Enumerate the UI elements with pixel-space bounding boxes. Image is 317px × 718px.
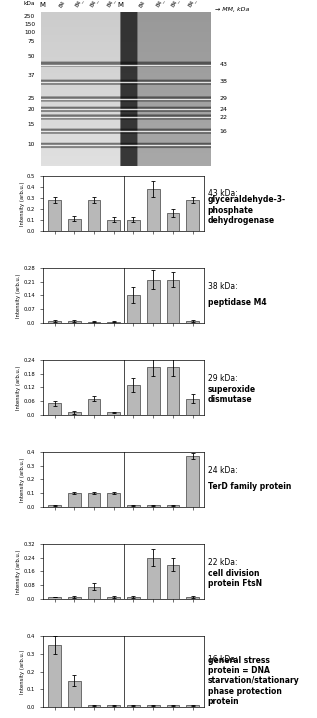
Text: 250: 250 [24,14,35,19]
Bar [48,200,61,230]
Text: 43: 43 [219,62,227,67]
Bar [186,200,199,230]
Bar [186,456,199,507]
Bar [68,681,81,707]
Text: general stress
protein = DNA
starvation/stationary
phase protection
protein: general stress protein = DNA starvation/… [208,656,299,707]
Text: 20: 20 [28,107,35,112]
Bar [68,493,81,507]
Text: 100: 100 [24,29,35,34]
Text: 38: 38 [219,79,227,84]
Bar [48,597,61,599]
Bar [107,493,120,507]
Text: TerD family protein: TerD family protein [208,482,291,491]
Bar [127,220,140,230]
Bar [166,213,179,230]
Text: M: M [40,2,46,9]
Bar [166,367,179,415]
Text: 43 kDa:: 43 kDa: [208,190,237,198]
Text: 38 kDa:: 38 kDa: [208,281,237,291]
Bar [127,706,140,707]
Text: → MM, kDa: → MM, kDa [215,7,249,12]
Bar [166,564,179,599]
Text: B4: B4 [138,0,146,9]
Text: 50: 50 [28,55,35,60]
Text: 15: 15 [28,122,35,127]
Y-axis label: Intensity (arb.u.): Intensity (arb.u.) [16,365,21,409]
Text: 22: 22 [219,115,227,120]
Y-axis label: Intensity (arb.u.): Intensity (arb.u.) [20,181,25,225]
Y-axis label: Intensity (arb.u.): Intensity (arb.u.) [16,273,21,317]
Text: peptidase M4: peptidase M4 [208,298,266,307]
Text: 25: 25 [28,96,35,101]
Bar [186,706,199,707]
Bar [127,385,140,415]
Y-axis label: Intensity (arb.u.): Intensity (arb.u.) [20,457,25,502]
Text: B4_Ca: B4_Ca [106,0,120,9]
Text: B4_Ur: B4_Ur [170,0,184,9]
Bar [147,367,160,415]
Bar [147,505,160,507]
Bar [127,597,140,599]
Bar [147,280,160,322]
Text: B4_CaUr: B4_CaUr [155,0,173,9]
Bar [127,295,140,322]
Text: 29: 29 [219,96,227,101]
Text: 10: 10 [28,142,35,147]
Bar [48,505,61,507]
Text: kDa: kDa [23,1,35,6]
Text: cell division
protein FtsN: cell division protein FtsN [208,569,262,588]
Bar [107,412,120,415]
Bar [87,200,100,230]
Bar [48,404,61,415]
Y-axis label: Intensity (arb.u.): Intensity (arb.u.) [16,549,21,594]
Bar [147,706,160,707]
Text: B4_CaUr: B4_CaUr [74,0,92,9]
Text: 150: 150 [24,22,35,27]
Bar [166,706,179,707]
Bar [107,220,120,230]
Text: B4_Ca: B4_Ca [187,0,202,9]
Bar [127,505,140,507]
Bar [186,597,199,599]
Bar [147,558,160,599]
Text: 16: 16 [219,129,227,134]
Text: 22 kDa:: 22 kDa: [208,558,237,567]
Bar [186,398,199,415]
Bar [48,645,61,707]
Text: 24: 24 [219,107,227,112]
Text: B4: B4 [58,0,66,9]
Text: glyceraldehyde-3-
phosphate
dehydrogenase: glyceraldehyde-3- phosphate dehydrogenas… [208,195,286,225]
Bar [87,706,100,707]
Bar [87,493,100,507]
Text: M: M [118,2,124,9]
Bar [186,321,199,322]
Bar [87,398,100,415]
Bar [48,321,61,322]
Bar [166,505,179,507]
Bar [147,189,160,230]
Y-axis label: Intensity (arb.u.): Intensity (arb.u.) [20,649,25,694]
Bar [107,706,120,707]
Text: 24 kDa:: 24 kDa: [208,465,237,475]
Bar [87,587,100,599]
Bar [107,597,120,599]
Text: 29 kDa:: 29 kDa: [208,373,237,383]
Text: 37: 37 [28,73,35,78]
Text: superoxide
dismutase: superoxide dismutase [208,385,256,404]
Bar [68,321,81,322]
Bar [68,218,81,230]
Text: 75: 75 [28,39,35,44]
Text: 16 kDa:: 16 kDa: [208,655,237,664]
Bar [68,597,81,599]
Bar [68,412,81,415]
Text: B4_Ur: B4_Ur [89,0,103,9]
Bar [166,280,179,322]
